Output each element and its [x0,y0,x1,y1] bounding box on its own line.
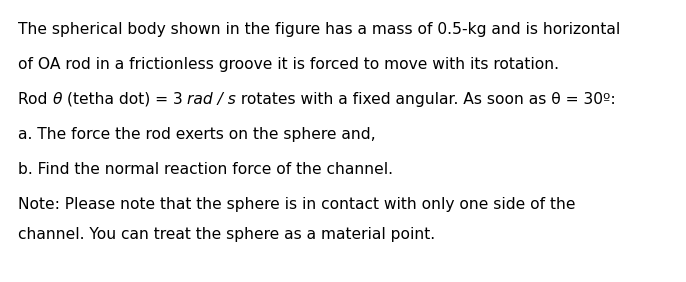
Text: a. The force the rod exerts on the sphere and,: a. The force the rod exerts on the spher… [18,127,376,142]
Text: θ: θ [52,92,62,107]
Text: of OA rod in a frictionless groove it is forced to move with its rotation.: of OA rod in a frictionless groove it is… [18,57,559,72]
Text: channel. You can treat the sphere as a material point.: channel. You can treat the sphere as a m… [18,227,435,242]
Text: The spherical body shown in the figure has a mass of 0.5-kg and is horizontal: The spherical body shown in the figure h… [18,22,620,37]
Text: (tetha dot) = 3: (tetha dot) = 3 [62,92,187,107]
Text: rotates with a fixed angular. As soon as θ = 30º:: rotates with a fixed angular. As soon as… [236,92,616,107]
Text: b. Find the normal reaction force of the channel.: b. Find the normal reaction force of the… [18,162,393,177]
Text: Rod: Rod [18,92,52,107]
Text: rad / s: rad / s [187,92,236,107]
Text: Note: Please note that the sphere is in contact with only one side of the: Note: Please note that the sphere is in … [18,197,576,212]
